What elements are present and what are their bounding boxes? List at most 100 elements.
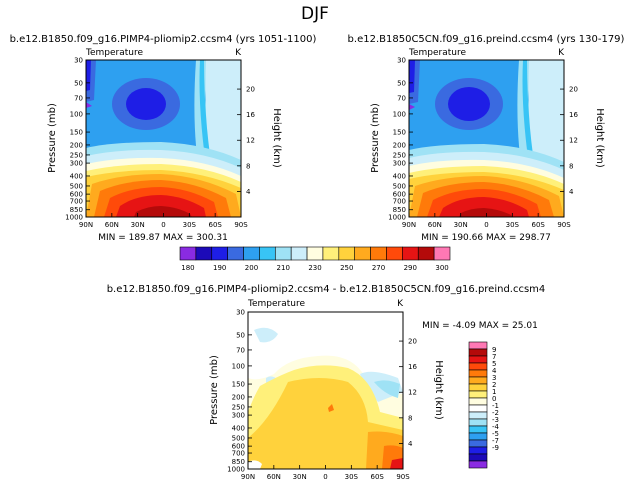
colorbar-label: 250 bbox=[340, 264, 353, 272]
colorbar-swatch bbox=[259, 246, 276, 261]
colorbar-label: 0 bbox=[492, 395, 496, 403]
colorbar-swatch bbox=[227, 246, 244, 261]
x-tick-label: 90S bbox=[234, 221, 248, 229]
colorbar-label: 210 bbox=[277, 264, 290, 272]
y-tick-label: 500 bbox=[70, 182, 83, 190]
y2-tick-label: 16 bbox=[246, 111, 255, 119]
panel-1-field bbox=[86, 60, 241, 217]
x-tick-label: 90N bbox=[241, 473, 255, 481]
colorbar-swatch bbox=[468, 341, 488, 350]
colorbar-swatch bbox=[354, 246, 371, 261]
y-tick-label: 250 bbox=[232, 403, 245, 411]
y-tick-label: 50 bbox=[397, 79, 406, 87]
panel-1-title: b.e12.B1850.f09_g16.PIMP4-pliomip2.ccsm4… bbox=[10, 34, 317, 45]
colorbar-swatch bbox=[468, 404, 488, 413]
y-tick-label: 50 bbox=[74, 79, 83, 87]
colorbar-label: 270 bbox=[372, 264, 385, 272]
colorbar-label: 300 bbox=[435, 264, 448, 272]
x-tick-label: 30S bbox=[506, 221, 520, 229]
colorbar-label: -1 bbox=[492, 402, 499, 410]
x-tick-label: 30S bbox=[183, 221, 197, 229]
colorbar-swatch bbox=[386, 246, 403, 261]
colorbar-swatch bbox=[468, 355, 488, 364]
colorbar-label: 2 bbox=[492, 381, 496, 389]
colorbar-swatch bbox=[211, 246, 228, 261]
colorbar-swatch bbox=[338, 246, 356, 261]
y-tick-label: 850 bbox=[70, 206, 83, 214]
y-tick-label: 250 bbox=[393, 151, 406, 159]
y-tick-label: 700 bbox=[232, 450, 245, 458]
panel-1-left-label: Temperature bbox=[85, 48, 143, 58]
colorbar-label: 200 bbox=[245, 264, 258, 272]
y-tick-label: 700 bbox=[393, 198, 406, 206]
panel-1-stats: MIN = 189.87 MAX = 300.31 bbox=[98, 233, 228, 243]
colorbar-label: -9 bbox=[492, 444, 499, 452]
panel-1: b.e12.B1850.f09_g16.PIMP4-pliomip2.ccsm4… bbox=[10, 34, 317, 243]
colorbar-label: 290 bbox=[404, 264, 417, 272]
y-tick-label: 200 bbox=[70, 141, 83, 149]
colorbar-swatch bbox=[243, 246, 260, 261]
y2-tick-label: 4 bbox=[408, 440, 413, 448]
colorbar-swatch bbox=[468, 446, 488, 455]
panel-3-axes: 90N 60N 30N 0 30S 60S 90S 30 50 70 100 150 200 250300… bbox=[227, 309, 417, 482]
colorbar-label: 3 bbox=[492, 374, 496, 382]
y2-tick-label: 8 bbox=[246, 162, 250, 170]
y-tick-label: 70 bbox=[397, 94, 406, 102]
y-tick-label: 150 bbox=[70, 129, 83, 137]
colorbar-label: 230 bbox=[308, 264, 321, 272]
colorbar-label: 5 bbox=[492, 360, 496, 368]
panel-2-ylabel: Pressure (mb) bbox=[370, 103, 381, 173]
y-tick-label: 30 bbox=[236, 309, 245, 317]
x-tick-label: 60N bbox=[105, 221, 119, 229]
y2-tick-label: 16 bbox=[569, 111, 578, 119]
y-tick-label: 50 bbox=[236, 331, 245, 339]
y2-tick-label: 4 bbox=[569, 188, 574, 196]
x-tick-label: 90S bbox=[557, 221, 571, 229]
colorbar-swatch bbox=[417, 246, 435, 261]
panel-3-left-label: Temperature bbox=[247, 299, 305, 309]
panel-2-title: b.e12.B1850C5CN.f09_g16.preind.ccsm4 (yr… bbox=[348, 34, 625, 45]
colorbar-swatch bbox=[468, 383, 488, 392]
colorbar-swatch bbox=[179, 246, 197, 261]
colorbar-swatch bbox=[274, 246, 292, 261]
colorbar-swatch bbox=[468, 411, 488, 420]
colorbar-swatch bbox=[290, 246, 308, 261]
colorbar-label: 9 bbox=[492, 346, 496, 354]
colorbar-swatch bbox=[468, 376, 488, 385]
y2-tick-label: 20 bbox=[408, 338, 417, 346]
colorbar-swatch bbox=[468, 362, 488, 371]
y-tick-label: 400 bbox=[232, 424, 245, 432]
y-tick-label: 100 bbox=[232, 362, 245, 370]
x-tick-label: 90N bbox=[402, 221, 416, 229]
colorbar-swatch bbox=[468, 453, 488, 462]
y-tick-label: 600 bbox=[393, 191, 406, 199]
y-tick-label: 250 bbox=[70, 151, 83, 159]
x-tick-label: 30N bbox=[454, 221, 468, 229]
x-tick-label: 0 bbox=[484, 221, 488, 229]
panel-2-y2label: Height (km) bbox=[594, 108, 605, 168]
colorbar-swatch bbox=[370, 246, 387, 261]
y-tick-label: 850 bbox=[393, 206, 406, 214]
colorbar-label: 190 bbox=[213, 264, 226, 272]
y-tick-label: 300 bbox=[393, 160, 406, 168]
x-tick-label: 60S bbox=[370, 473, 384, 481]
y-tick-label: 70 bbox=[236, 346, 245, 354]
colorbar-swatch bbox=[468, 390, 488, 399]
y-tick-label: 1000 bbox=[388, 214, 406, 222]
colorbar-label: 7 bbox=[492, 353, 496, 361]
x-tick-label: 30N bbox=[293, 473, 307, 481]
y-tick-label: 300 bbox=[70, 160, 83, 168]
panel-1-axes: 90N 60N 30N 0 30S 60S 90S 30 50 70 100 150 200 250300… bbox=[65, 57, 255, 230]
panel-2-right-label: K bbox=[558, 48, 565, 58]
panel-2: b.e12.B1850C5CN.f09_g16.preind.ccsm4 (yr… bbox=[348, 34, 625, 243]
y-tick-label: 500 bbox=[232, 434, 245, 442]
panel-2-left-label: Temperature bbox=[408, 48, 466, 58]
panel-2-stats: MIN = 190.66 MAX = 298.77 bbox=[421, 233, 551, 243]
colorbar-swatch bbox=[322, 246, 340, 261]
colorbar-swatch bbox=[468, 397, 488, 406]
y2-tick-label: 16 bbox=[408, 363, 417, 371]
y-tick-label: 850 bbox=[232, 458, 245, 466]
y2-tick-label: 20 bbox=[246, 86, 255, 94]
y-tick-label: 700 bbox=[70, 198, 83, 206]
